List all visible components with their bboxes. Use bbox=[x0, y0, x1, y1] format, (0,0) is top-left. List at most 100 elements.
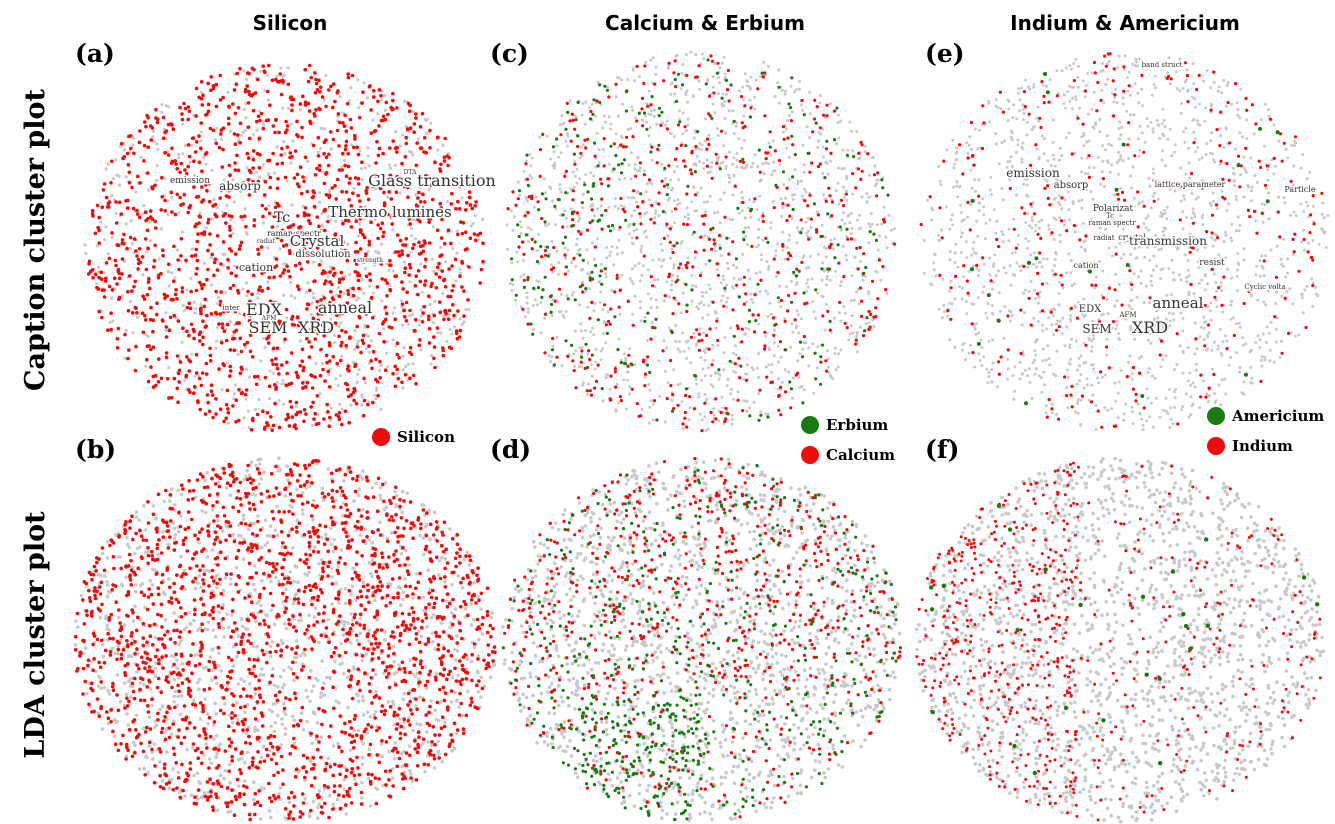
point bbox=[149, 239, 152, 242]
point bbox=[125, 222, 128, 225]
point bbox=[190, 323, 194, 327]
point bbox=[259, 760, 263, 764]
point bbox=[233, 392, 236, 395]
point bbox=[194, 551, 198, 555]
point bbox=[293, 719, 297, 723]
point bbox=[312, 112, 316, 116]
point bbox=[454, 607, 458, 611]
point bbox=[387, 672, 391, 676]
point bbox=[287, 485, 291, 489]
point bbox=[311, 386, 315, 390]
point bbox=[453, 648, 457, 652]
point bbox=[261, 120, 264, 123]
point bbox=[243, 779, 247, 783]
point bbox=[334, 646, 338, 650]
point bbox=[123, 333, 127, 337]
point bbox=[116, 337, 120, 341]
point bbox=[428, 129, 432, 133]
point bbox=[99, 221, 102, 224]
point bbox=[252, 658, 256, 662]
point bbox=[245, 469, 249, 473]
point bbox=[277, 204, 281, 208]
point bbox=[407, 572, 411, 576]
point bbox=[106, 583, 110, 587]
point bbox=[295, 646, 299, 650]
point bbox=[106, 632, 110, 636]
point bbox=[290, 528, 294, 532]
point bbox=[316, 394, 320, 398]
point bbox=[196, 681, 200, 685]
point bbox=[303, 632, 307, 636]
point bbox=[445, 340, 448, 343]
point bbox=[425, 730, 429, 734]
point bbox=[368, 748, 372, 752]
point bbox=[442, 314, 445, 317]
point bbox=[400, 253, 404, 257]
point bbox=[325, 354, 329, 358]
point bbox=[429, 303, 432, 306]
point bbox=[392, 644, 396, 648]
point bbox=[109, 538, 113, 542]
point bbox=[247, 125, 251, 129]
point bbox=[438, 300, 442, 304]
point bbox=[240, 636, 244, 640]
point bbox=[459, 683, 463, 687]
point bbox=[340, 662, 344, 666]
point bbox=[353, 187, 356, 190]
point bbox=[328, 385, 332, 389]
point bbox=[312, 756, 316, 760]
point bbox=[410, 606, 414, 610]
point bbox=[133, 652, 137, 656]
point bbox=[214, 676, 218, 680]
point bbox=[320, 536, 324, 540]
point bbox=[251, 355, 255, 359]
point bbox=[371, 585, 375, 589]
point bbox=[378, 521, 382, 525]
point bbox=[337, 564, 341, 568]
point bbox=[440, 269, 444, 273]
point bbox=[144, 237, 148, 241]
point bbox=[226, 681, 230, 685]
point bbox=[437, 643, 441, 647]
point bbox=[263, 759, 267, 763]
point bbox=[409, 708, 413, 712]
point bbox=[234, 643, 238, 647]
point bbox=[125, 693, 129, 697]
point bbox=[175, 573, 179, 577]
point bbox=[280, 147, 284, 151]
point bbox=[436, 331, 439, 334]
point bbox=[371, 531, 375, 535]
point bbox=[159, 208, 163, 212]
point bbox=[406, 254, 410, 258]
point bbox=[101, 205, 105, 209]
point bbox=[353, 389, 357, 393]
point bbox=[276, 771, 280, 775]
point bbox=[188, 489, 192, 493]
point bbox=[206, 393, 210, 397]
point bbox=[349, 612, 353, 616]
point bbox=[238, 768, 242, 772]
point bbox=[296, 284, 300, 288]
point bbox=[156, 543, 160, 547]
point bbox=[264, 543, 268, 547]
point bbox=[133, 697, 137, 701]
point bbox=[464, 248, 468, 252]
point bbox=[373, 130, 377, 134]
point bbox=[245, 694, 249, 698]
point bbox=[91, 212, 95, 216]
point bbox=[401, 590, 405, 594]
point bbox=[408, 314, 411, 317]
point bbox=[201, 94, 205, 98]
point bbox=[402, 346, 405, 349]
point bbox=[184, 259, 188, 263]
point bbox=[416, 764, 420, 768]
point bbox=[386, 365, 389, 368]
point bbox=[385, 352, 388, 355]
point bbox=[327, 164, 331, 168]
point bbox=[246, 582, 250, 586]
point bbox=[205, 746, 209, 750]
point bbox=[126, 152, 130, 156]
point bbox=[291, 315, 295, 319]
point bbox=[213, 213, 217, 217]
point bbox=[280, 363, 284, 367]
